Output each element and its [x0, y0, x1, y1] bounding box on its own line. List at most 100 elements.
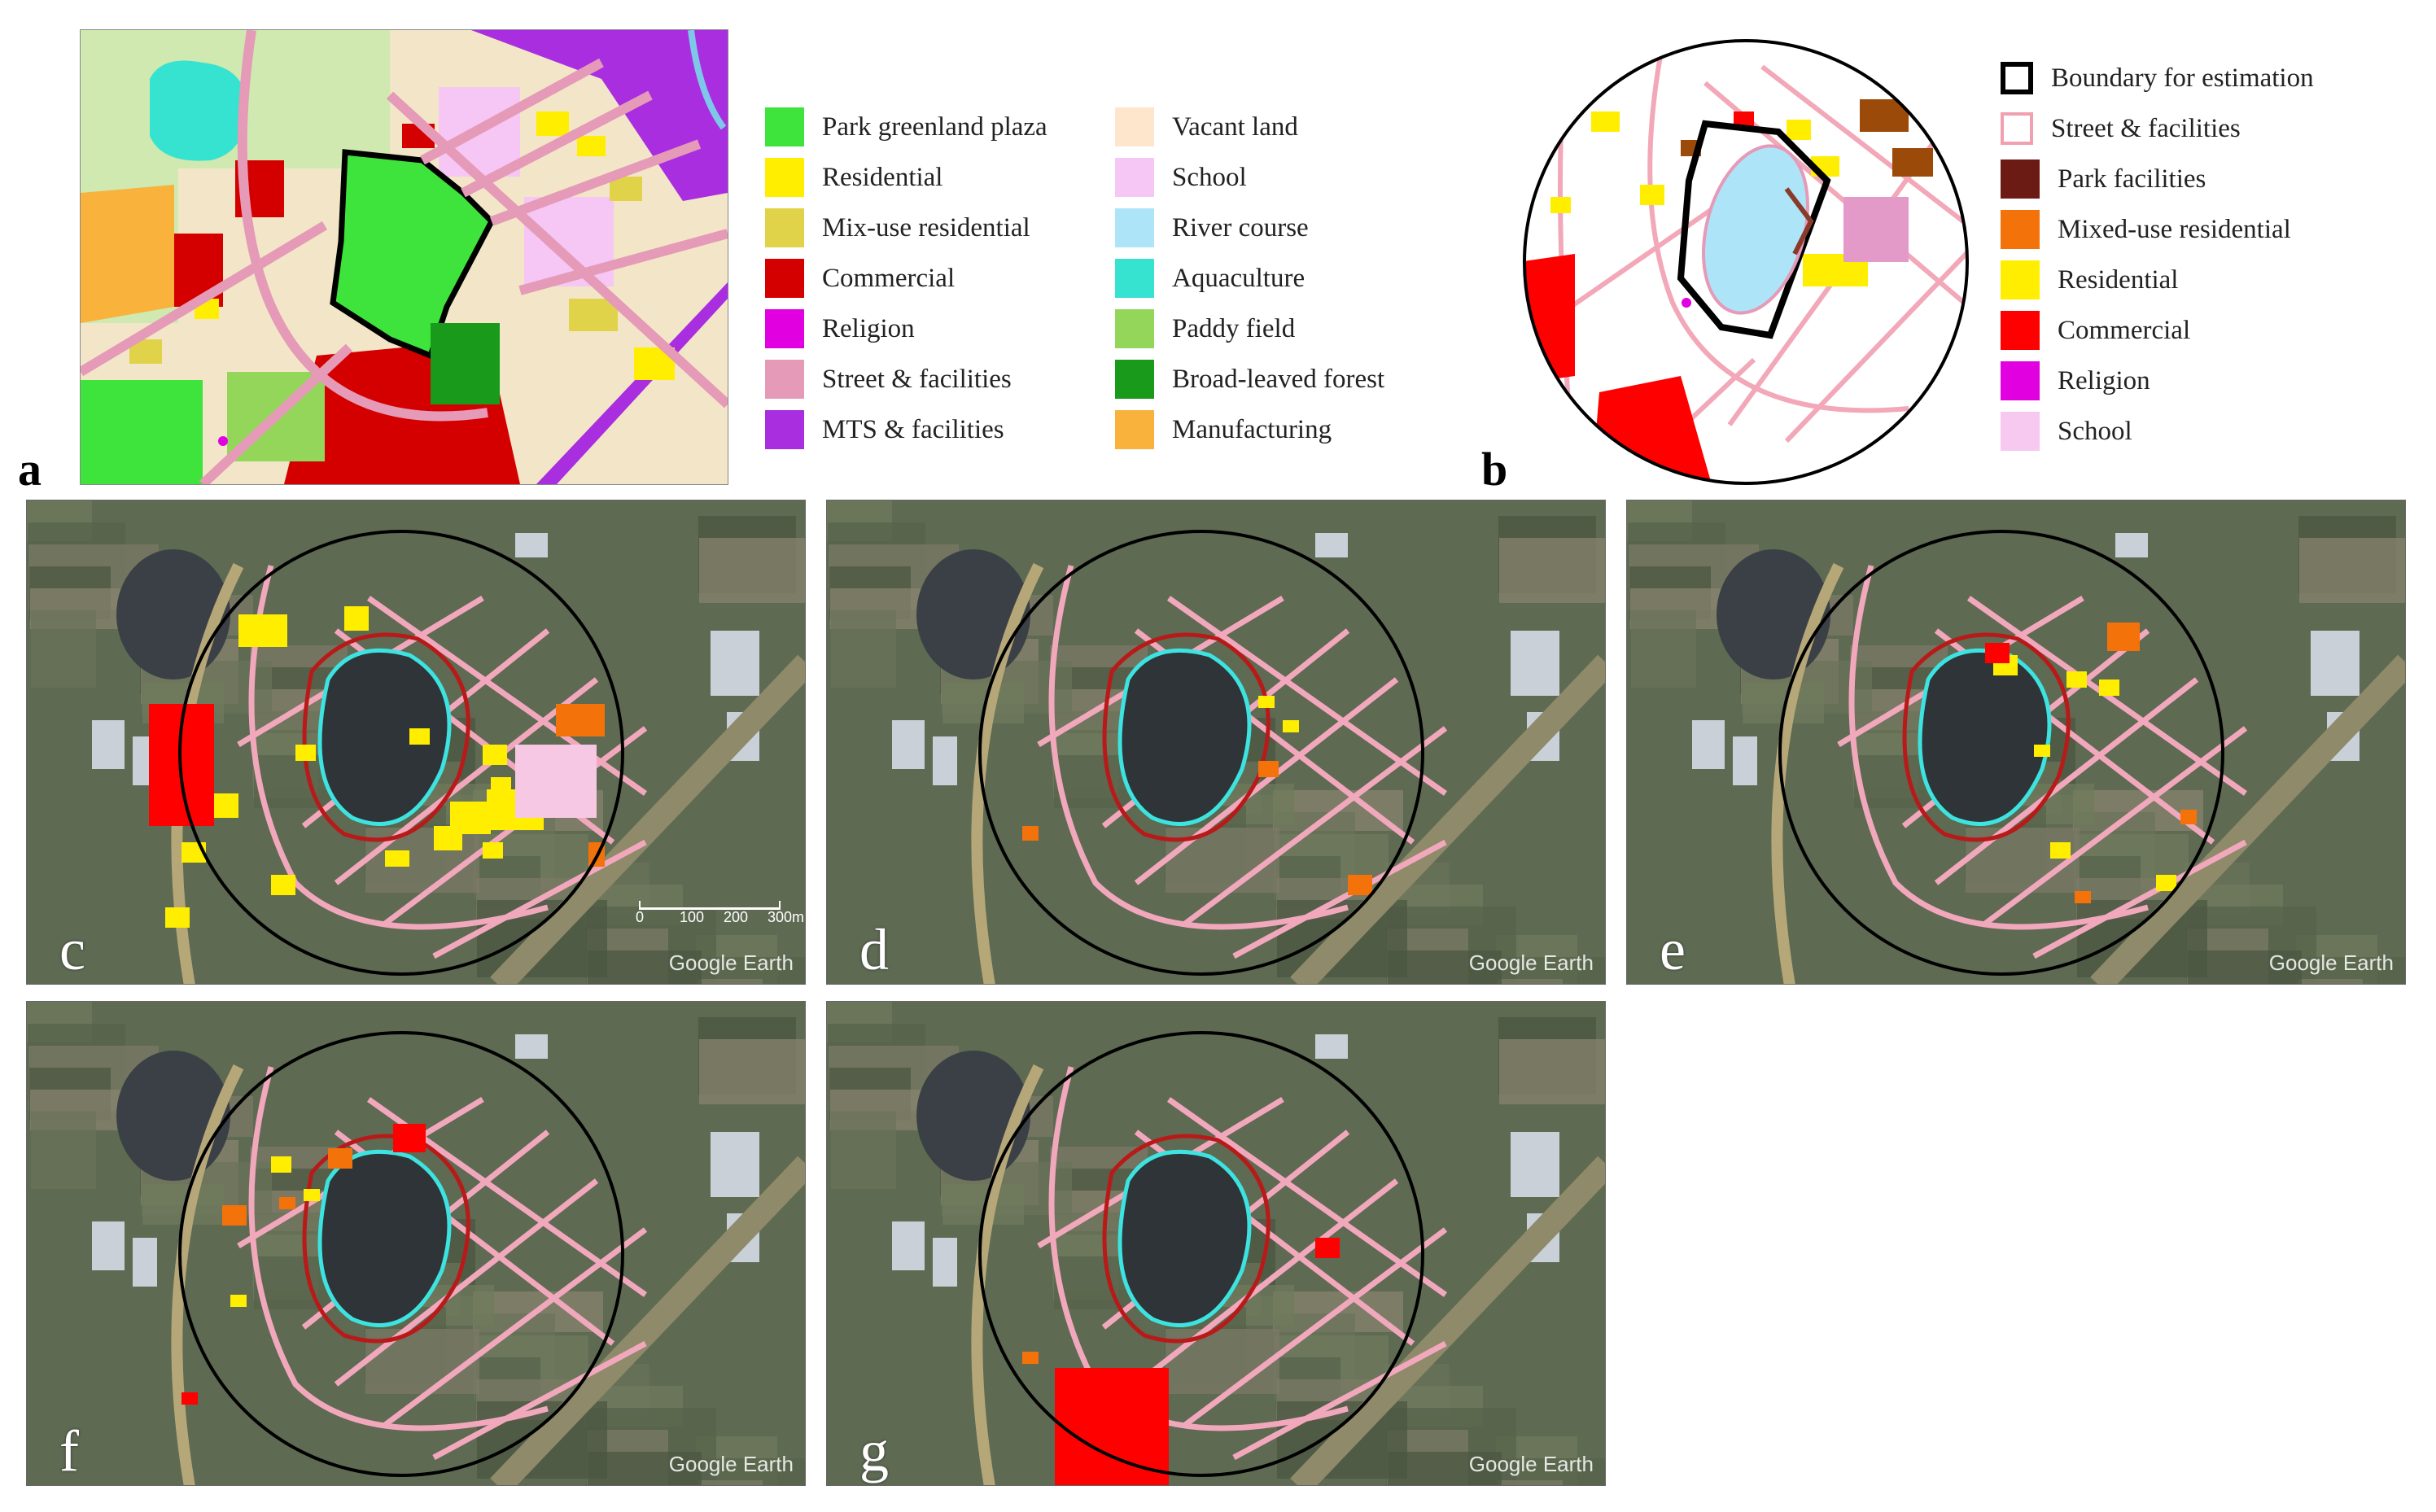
legend-swatch — [2001, 160, 2040, 199]
google-earth-watermark: Google Earth — [1468, 950, 1594, 975]
legend-item-school: School — [2001, 410, 2132, 452]
legend-label: Aquaculture — [1172, 263, 1305, 293]
legend-swatch — [1115, 360, 1154, 399]
legend-label: School — [2058, 416, 2132, 446]
legend-label: Manufacturing — [1172, 414, 1332, 444]
legend-item-mts-and-facilities: MTS & facilities — [765, 409, 1004, 451]
google-earth-watermark: Google Earth — [668, 950, 794, 975]
satellite-image — [27, 1002, 805, 1485]
satellite-panel-e: Google Earth e — [1626, 500, 2406, 985]
legend-swatch — [1115, 158, 1154, 197]
legend-swatch — [2001, 210, 2040, 249]
estimation-radius-circle — [178, 530, 624, 976]
legend-item-residential: Residential — [765, 156, 942, 199]
panel-letter-f: f — [59, 1418, 79, 1484]
satellite-panel-f: Google Earth f — [26, 1001, 806, 1486]
legend-label: Mixed-use residential — [2058, 214, 2291, 244]
satellite-image — [27, 500, 805, 984]
estimation-radius-circle — [1778, 530, 2224, 976]
legend-item-park-facilities: Park facilities — [2001, 158, 2206, 200]
legend-label: MTS & facilities — [822, 414, 1004, 444]
legend-label: Religion — [2058, 365, 2150, 395]
legend-item-river-course: River course — [1115, 207, 1309, 249]
legend-label: River course — [1172, 212, 1309, 243]
panel-b-map — [1518, 34, 1974, 490]
legend-swatch — [1115, 410, 1154, 449]
legend-item-street-and-facilities: Street & facilities — [2001, 107, 2241, 150]
legend-swatch — [765, 158, 804, 197]
legend-swatch — [765, 259, 804, 298]
satellite-image — [1627, 500, 2405, 984]
legend-swatch — [2001, 62, 2033, 94]
scale-label: 100 — [680, 909, 705, 925]
legend-item-commercial: Commercial — [2001, 309, 2190, 352]
legend-label: Mix-use residential — [822, 212, 1030, 243]
circular-land-use-map — [1523, 39, 1969, 485]
legend-item-school: School — [1115, 156, 1247, 199]
legend-label: Commercial — [2058, 315, 2191, 345]
panel-letter-e: e — [1660, 917, 1686, 982]
legend-label: Residential — [2058, 264, 2179, 295]
legend-label: Residential — [822, 162, 943, 192]
legend-swatch — [765, 107, 804, 146]
legend-item-religion: Religion — [2001, 360, 2150, 402]
land-use-map — [81, 30, 728, 484]
satellite-panel-g: Google Earth g — [826, 1001, 1606, 1486]
satellite-image — [827, 500, 1605, 984]
legend-label: Vacant land — [1172, 111, 1298, 142]
scale-label: 0 — [636, 909, 645, 925]
satellite-panel-c: 0 100 200 300m Google Earth c — [26, 500, 806, 985]
legend-label: Boundary for estimation — [2051, 63, 2314, 93]
legend-label: Street & facilities — [822, 364, 1012, 394]
legend-item-commercial: Commercial — [765, 257, 955, 299]
scale-label: 300m — [768, 909, 805, 925]
estimation-radius-circle — [978, 530, 1424, 976]
legend-swatch — [2001, 311, 2040, 350]
legend-label: Religion — [822, 313, 915, 343]
panel-letter-c: c — [59, 917, 85, 982]
panel-letter-g: g — [859, 1418, 889, 1484]
legend-item-park-greenland-plaza: Park greenland plaza — [765, 106, 1047, 148]
google-earth-watermark: Google Earth — [1468, 1452, 1594, 1476]
google-earth-watermark: Google Earth — [668, 1452, 794, 1476]
legend-label: School — [1172, 162, 1247, 192]
google-earth-watermark: Google Earth — [2268, 950, 2394, 975]
legend-panel-a: Park greenland plaza Residential Mix-use r… — [765, 106, 1432, 472]
legend-item-residential: Residential — [2001, 259, 2178, 301]
legend-item-broad-leaved-forest: Broad-leaved forest — [1115, 358, 1384, 400]
legend-swatch — [2001, 412, 2040, 451]
legend-item-manufacturing: Manufacturing — [1115, 409, 1332, 451]
legend-label: Broad-leaved forest — [1172, 364, 1385, 394]
legend-item-mixed-use-residential: Mixed-use residential — [2001, 208, 2291, 251]
scale-label: 200 — [724, 909, 749, 925]
legend-item-mix-use-residential: Mix-use residential — [765, 207, 1030, 249]
legend-swatch — [2001, 361, 2040, 400]
legend-swatch — [765, 410, 804, 449]
legend-swatch — [765, 309, 804, 348]
legend-swatch — [1115, 107, 1154, 146]
legend-panel-b: Boundary for estimation Street & faciliti… — [2001, 57, 2424, 480]
satellite-image — [827, 1002, 1605, 1485]
legend-swatch — [1115, 309, 1154, 348]
legend-item-paddy-field: Paddy field — [1115, 308, 1295, 350]
legend-swatch — [2001, 260, 2040, 299]
legend-label: Park greenland plaza — [822, 111, 1047, 142]
legend-label: Commercial — [822, 263, 956, 293]
legend-item-street-and-facilities: Street & facilities — [765, 358, 1012, 400]
legend-item-boundary-for-estimation: Boundary for estimation — [2001, 57, 2314, 99]
legend-swatch — [765, 360, 804, 399]
legend-item-religion: Religion — [765, 308, 915, 350]
estimation-radius-circle — [178, 1031, 624, 1477]
panel-letter-b: b — [1481, 443, 1508, 496]
panel-letter-d: d — [859, 917, 889, 982]
legend-label: Park facilities — [2058, 164, 2206, 194]
estimation-radius-circle — [978, 1031, 1424, 1477]
legend-label: Paddy field — [1172, 313, 1296, 343]
legend-swatch — [765, 208, 804, 247]
legend-swatch — [1115, 208, 1154, 247]
panel-letter-a: a — [18, 443, 42, 496]
legend-swatch — [2001, 112, 2033, 145]
legend-label: Street & facilities — [2051, 113, 2241, 143]
panel-a-map — [80, 29, 728, 485]
scale-bar: 0 100 200 300m — [636, 901, 804, 925]
